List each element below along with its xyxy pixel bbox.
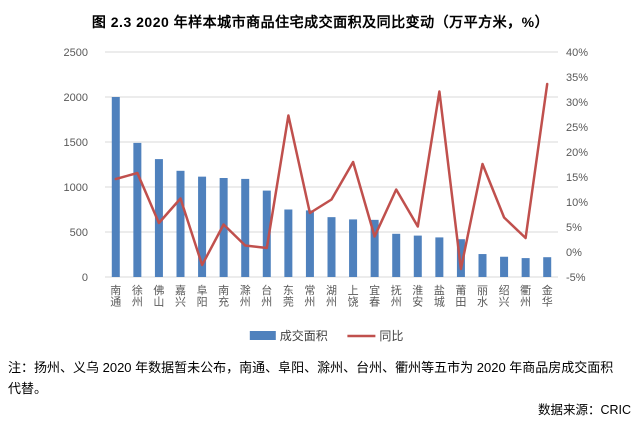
right-axis-tick-label: 10%: [566, 197, 588, 209]
bar-淮安: [413, 235, 422, 277]
x-axis-category-label: 南充: [218, 284, 229, 309]
chart-title: 图 2.3 2020 年样本城市商品住宅成交面积及同比变动（万平方米，%）: [91, 14, 550, 30]
left-axis-tick-label: 0: [82, 272, 88, 284]
bar-金华: [543, 257, 552, 277]
right-axis-tick-label: 20%: [566, 147, 588, 159]
right-axis-tick-label: -5%: [566, 272, 586, 284]
bar-抚州: [392, 233, 401, 277]
combo-chart: 0 500 1000 1500 2000 2500 -5% 0% 5% 10% 15% 20% 25% 3…: [64, 47, 589, 343]
right-axis-tick-label: 25%: [566, 122, 588, 134]
left-axis-tick-label: 500: [70, 227, 88, 239]
x-axis-category-label: 湖州: [326, 284, 337, 309]
x-axis-category-label: 盐城: [434, 284, 445, 309]
bar-嘉兴: [176, 170, 185, 277]
x-axis-category-label: 宜春: [369, 283, 380, 309]
bar-滁州: [241, 178, 250, 277]
right-axis-tick-label: 40%: [566, 47, 588, 59]
x-axis-category-label: 徐州: [132, 283, 143, 309]
footnote: 注：扬州、义乌 2020 年数据暂未公布，南通、阜阳、滁州、台州、衢州等五市为 …: [8, 357, 633, 399]
bar-上饶: [349, 219, 358, 277]
x-axis-category-label: 南通: [110, 284, 121, 309]
legend-bar-label: 成交面积: [280, 328, 328, 343]
right-axis-tick-label: 35%: [566, 72, 588, 84]
x-axis-category-label: 上饶: [348, 284, 359, 309]
data-source: 数据来源：CRIC: [537, 403, 631, 417]
bar-衢州: [521, 258, 530, 277]
footnote-line-2: 代替。: [8, 381, 48, 396]
footnote-line-1: 注：扬州、义乌 2020 年数据暂未公布，南通、阜阳、滁州、台州、衢州等五市为 …: [8, 360, 614, 375]
left-axis-tick-label: 2000: [64, 92, 88, 104]
left-axis-tick-label: 1500: [64, 137, 88, 149]
right-axis-tick-label: 15%: [566, 172, 588, 184]
bar-常州: [305, 210, 314, 277]
bar-东莞: [284, 209, 293, 277]
line-series: [114, 82, 549, 271]
bar-湖州: [327, 217, 336, 277]
x-axis-category-label: 东莞: [283, 284, 294, 309]
x-axis-category-label: 常州: [304, 284, 315, 309]
bar-徐州: [133, 142, 142, 277]
x-axis-category-label: 佛山: [153, 284, 164, 309]
legend-line-label: 同比: [379, 329, 403, 343]
x-axis-category-label: 阜阳: [197, 284, 208, 309]
bar-莆田: [456, 239, 465, 277]
bar-南通: [111, 97, 120, 277]
bar-阜阳: [198, 176, 207, 277]
x-axis-category-label: 衢州: [520, 284, 531, 309]
x-axis-category-label: 台州: [261, 283, 272, 309]
legend-bar-swatch: [249, 331, 276, 340]
bar-佛山: [154, 159, 163, 277]
x-axis-category-label: 丽水: [477, 285, 488, 309]
bar-宜春: [370, 219, 379, 277]
right-axis-tick-label: 30%: [566, 97, 588, 109]
x-axis-category-label: 嘉兴: [175, 283, 186, 309]
x-axis-category-label: 金华: [542, 283, 553, 309]
bar-丽水: [478, 254, 487, 277]
bar-台州: [262, 190, 271, 277]
right-axis-tick-label: 5%: [566, 222, 582, 234]
x-axis-category-label: 绍兴: [499, 283, 510, 309]
left-axis-tick-label: 1000: [64, 182, 88, 194]
left-axis-tick-label: 2500: [64, 47, 88, 59]
bar-南充: [219, 178, 228, 277]
x-axis-category-label: 莆田: [455, 284, 466, 309]
bar-绍兴: [500, 256, 509, 277]
right-axis-tick-label: 0%: [566, 247, 582, 259]
x-axis-category-label: 淮安: [412, 284, 423, 309]
x-axis-category-label: 抚州: [391, 283, 402, 309]
x-axis-category-label: 滁州: [240, 283, 251, 309]
bar-盐城: [435, 237, 444, 277]
